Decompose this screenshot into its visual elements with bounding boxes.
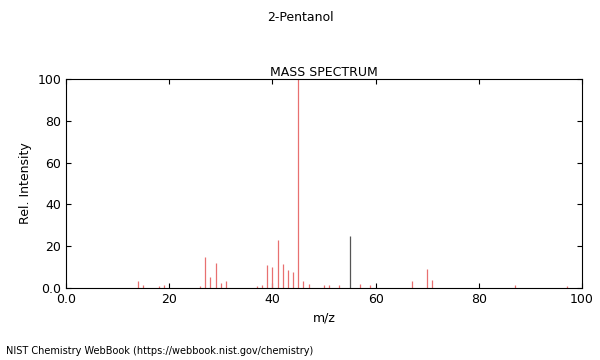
Text: 2-Pentanol: 2-Pentanol	[266, 11, 334, 24]
Y-axis label: Rel. Intensity: Rel. Intensity	[19, 143, 32, 225]
X-axis label: m/z: m/z	[313, 311, 335, 324]
Text: NIST Chemistry WebBook (https://webbook.nist.gov/chemistry): NIST Chemistry WebBook (https://webbook.…	[6, 346, 313, 356]
Title: MASS SPECTRUM: MASS SPECTRUM	[270, 67, 378, 80]
